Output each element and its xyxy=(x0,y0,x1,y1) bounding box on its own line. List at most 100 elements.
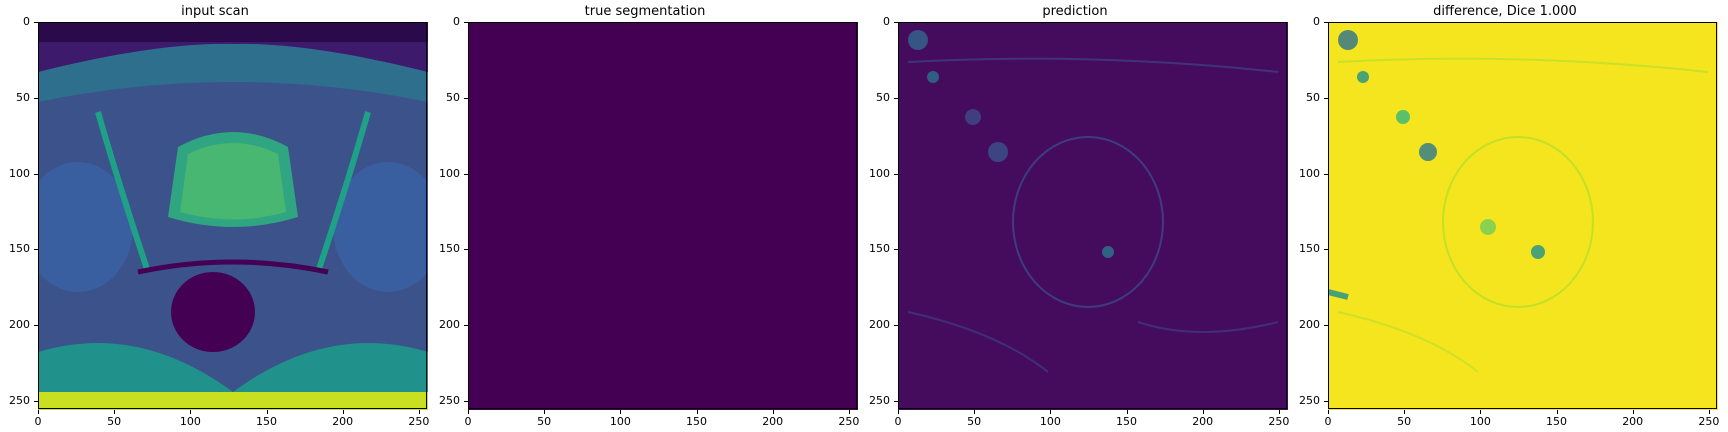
y-tick-label: 100 xyxy=(1299,166,1320,180)
difference-heatmap-icon xyxy=(1328,22,1718,410)
x-tick-label: 0 xyxy=(1324,415,1332,428)
x-tick-label: 100 xyxy=(1469,415,1491,428)
y-tick-label: 250 xyxy=(1299,393,1320,407)
x-tick-mark xyxy=(468,410,469,414)
x-tick-label: 250 xyxy=(408,415,430,428)
panel-title: true segmentation xyxy=(584,4,706,19)
y-tick-mark xyxy=(1324,249,1328,251)
panel-difference: difference, Dice 1.000 xyxy=(1290,0,1720,432)
y-tick-label: 100 xyxy=(869,166,890,180)
y-tick-mark xyxy=(464,97,468,99)
x-tick-mark xyxy=(544,410,546,414)
x-tick-mark xyxy=(1480,410,1482,414)
x-tick-label: 150 xyxy=(1116,415,1138,428)
x-tick-mark xyxy=(848,410,850,414)
x-tick-label: 100 xyxy=(1039,415,1061,428)
x-tick-label: 200 xyxy=(332,415,354,428)
x-tick-mark xyxy=(1050,410,1052,414)
y-tick-mark xyxy=(464,22,468,23)
x-tick-label: 50 xyxy=(967,415,982,428)
y-tick-mark xyxy=(34,325,38,327)
x-tick-mark xyxy=(190,410,192,414)
x-tick-label: 200 xyxy=(762,415,784,428)
y-tick-mark xyxy=(1324,22,1328,23)
x-tick-label: 50 xyxy=(107,415,122,428)
x-tick-mark xyxy=(772,410,774,414)
prediction-image xyxy=(898,22,1288,410)
y-tick-label: 200 xyxy=(869,318,890,332)
y-tick-label: 50 xyxy=(1306,90,1320,104)
y-tick-mark xyxy=(894,97,898,99)
y-tick-mark xyxy=(34,22,38,23)
y-tick-mark xyxy=(1324,173,1328,175)
y-tick-mark xyxy=(34,249,38,251)
panel-title: difference, Dice 1.000 xyxy=(1433,4,1577,19)
y-tick-mark xyxy=(464,249,468,251)
y-tick-label: 150 xyxy=(9,242,30,256)
y-tick-mark xyxy=(894,325,898,327)
x-tick-label: 0 xyxy=(894,415,902,428)
x-tick-label: 150 xyxy=(686,415,708,428)
x-tick-label: 0 xyxy=(464,415,472,428)
y-tick-label: 250 xyxy=(439,393,460,407)
x-tick-mark xyxy=(696,410,698,414)
y-tick-label: 0 xyxy=(1313,15,1320,28)
y-tick-label: 100 xyxy=(439,166,460,180)
x-tick-mark xyxy=(974,410,976,414)
x-tick-label: 150 xyxy=(1546,415,1568,428)
y-tick-label: 0 xyxy=(453,15,460,28)
y-tick-mark xyxy=(894,249,898,251)
x-tick-mark xyxy=(620,410,622,414)
x-tick-label: 0 xyxy=(34,415,42,428)
input-scan-image xyxy=(38,22,428,410)
x-tick-label: 200 xyxy=(1192,415,1214,428)
y-tick-label: 50 xyxy=(16,90,30,104)
panel-title: prediction xyxy=(1042,4,1108,19)
x-tick-label: 250 xyxy=(1268,415,1290,428)
y-tick-mark xyxy=(894,22,898,23)
y-tick-label: 50 xyxy=(446,90,460,104)
panel-title: input scan xyxy=(181,4,249,19)
y-tick-mark xyxy=(1324,400,1328,402)
x-tick-mark xyxy=(1328,410,1329,414)
y-tick-label: 250 xyxy=(9,393,30,407)
x-tick-mark xyxy=(1632,410,1634,414)
y-tick-mark xyxy=(34,173,38,175)
y-tick-mark xyxy=(1324,97,1328,99)
x-tick-mark xyxy=(1278,410,1280,414)
y-tick-label: 50 xyxy=(876,90,890,104)
x-tick-label: 200 xyxy=(1622,415,1644,428)
y-tick-mark xyxy=(1324,325,1328,327)
x-tick-label: 150 xyxy=(256,415,278,428)
true-segmentation-image xyxy=(468,22,858,410)
y-tick-label: 250 xyxy=(869,393,890,407)
x-tick-label: 50 xyxy=(537,415,552,428)
panel-prediction: prediction xyxy=(860,0,1290,432)
x-tick-label: 250 xyxy=(1698,415,1720,428)
y-tick-mark xyxy=(464,325,468,327)
x-tick-mark xyxy=(898,410,899,414)
x-tick-mark xyxy=(418,410,420,414)
prediction-heatmap-icon xyxy=(898,22,1288,410)
y-tick-label: 150 xyxy=(439,242,460,256)
x-tick-mark xyxy=(1556,410,1558,414)
mri-scan-icon xyxy=(38,22,428,410)
panel-input-scan: input scan xyxy=(0,0,430,432)
panel-true-segmentation: true segmentation xyxy=(430,0,860,432)
y-tick-mark xyxy=(464,400,468,402)
y-tick-label: 150 xyxy=(1299,242,1320,256)
x-tick-label: 250 xyxy=(838,415,860,428)
x-tick-mark xyxy=(1708,410,1710,414)
x-tick-mark xyxy=(266,410,268,414)
x-tick-mark xyxy=(38,410,39,414)
y-tick-label: 200 xyxy=(9,318,30,332)
x-tick-mark xyxy=(114,410,116,414)
y-tick-label: 100 xyxy=(9,166,30,180)
y-tick-mark xyxy=(894,400,898,402)
x-tick-mark xyxy=(1126,410,1128,414)
y-tick-label: 200 xyxy=(439,318,460,332)
x-tick-mark xyxy=(1202,410,1204,414)
y-tick-mark xyxy=(894,173,898,175)
difference-image xyxy=(1328,22,1718,410)
x-tick-mark xyxy=(1404,410,1406,414)
